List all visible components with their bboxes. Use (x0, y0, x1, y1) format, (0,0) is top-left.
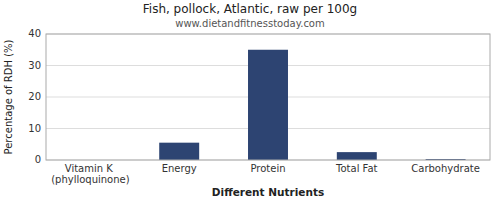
x-axis-label: Different Nutrients (212, 186, 324, 198)
subtitle: www.dietandfitnesstoday.com (175, 18, 324, 29)
bar (159, 143, 199, 160)
y-tick-label: 10 (28, 123, 41, 134)
bars (159, 50, 465, 160)
x-tick-label: Carbohydrate (411, 163, 480, 174)
title: Fish, pollock, Atlantic, raw per 100g (143, 2, 357, 16)
x-tick-label: Total Fat (335, 163, 377, 174)
y-tick-label: 40 (28, 28, 41, 39)
x-tick-label: Protein (250, 163, 285, 174)
x-tick-label: Vitamin K (phylloquinone) (51, 163, 130, 185)
plot-area (46, 34, 490, 160)
y-tick-label: 30 (28, 60, 41, 71)
y-axis-label: Percentage of RDH (%) (3, 39, 14, 154)
chart: Fish, pollock, Atlantic, raw per 100g www… (0, 0, 500, 200)
bar (337, 152, 377, 160)
y-tick-label: 0 (35, 154, 41, 165)
y-tick-label: 20 (28, 91, 41, 102)
frame (46, 34, 490, 160)
bar (248, 50, 288, 160)
x-tick-label: Energy (162, 163, 197, 174)
